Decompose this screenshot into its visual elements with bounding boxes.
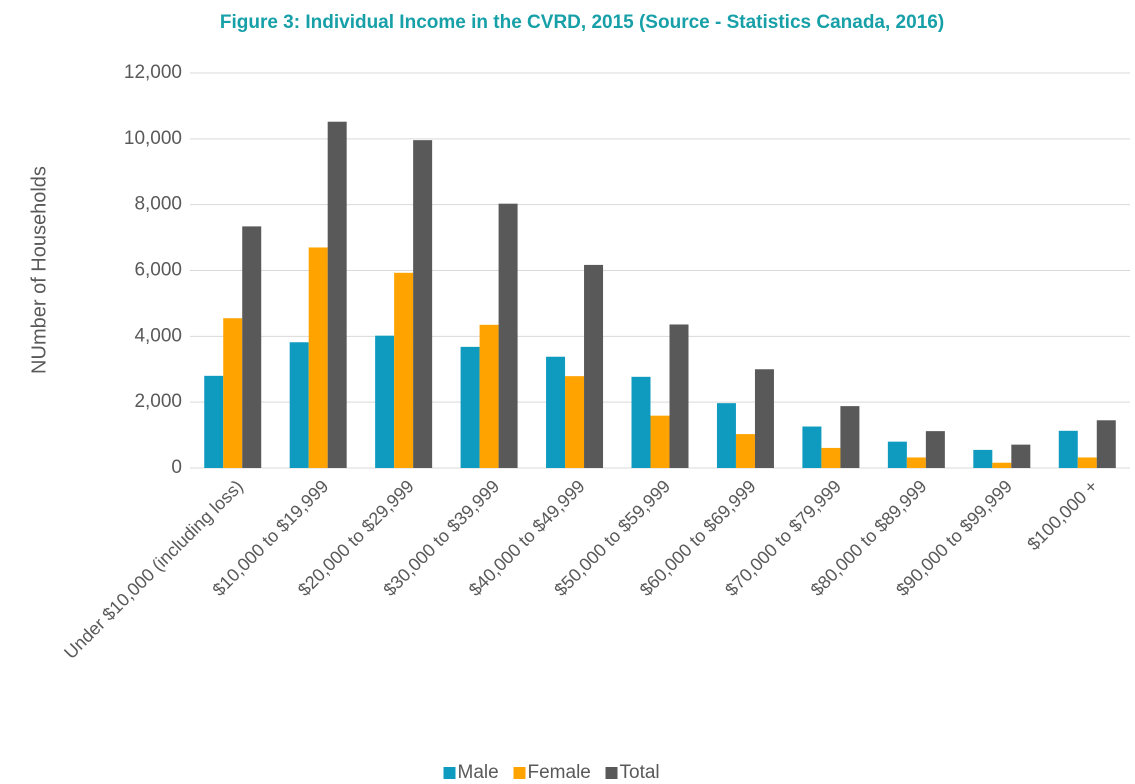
y-tick-label: 10,000 bbox=[124, 128, 182, 149]
legend-swatch bbox=[443, 767, 456, 779]
bar bbox=[223, 318, 243, 468]
bar bbox=[289, 342, 309, 468]
bar bbox=[840, 406, 860, 468]
bar bbox=[1058, 430, 1078, 468]
bar bbox=[754, 369, 774, 468]
bar bbox=[394, 272, 414, 468]
bar bbox=[992, 462, 1012, 468]
bar bbox=[821, 447, 841, 468]
bar bbox=[327, 121, 347, 468]
bar bbox=[925, 431, 945, 468]
chart-title: Figure 3: Individual Income in the CVRD,… bbox=[220, 12, 944, 33]
bar bbox=[1096, 420, 1116, 468]
y-tick-label: 12,000 bbox=[124, 62, 182, 83]
legend-swatch bbox=[605, 767, 618, 779]
y-tick-label: 6,000 bbox=[134, 260, 182, 281]
bar bbox=[242, 226, 262, 468]
bar bbox=[1011, 444, 1031, 468]
legend-label: Female bbox=[528, 762, 591, 783]
bar bbox=[375, 335, 395, 468]
bar bbox=[735, 434, 755, 468]
bar bbox=[565, 376, 585, 468]
legend-label: Male bbox=[458, 762, 499, 783]
y-tick-label: 2,000 bbox=[134, 391, 182, 412]
y-tick-label: 8,000 bbox=[134, 194, 182, 215]
bar bbox=[460, 346, 480, 468]
x-tick-label: Under $10,000 (including loss) bbox=[60, 476, 247, 663]
y-tick-label: 4,000 bbox=[134, 325, 182, 346]
bar bbox=[413, 140, 433, 468]
legend-swatch bbox=[513, 767, 526, 779]
bar bbox=[973, 449, 993, 468]
x-tick-label: $100,000 + bbox=[1023, 476, 1101, 554]
legend-label: Total bbox=[620, 762, 660, 783]
bar bbox=[204, 375, 224, 468]
bar bbox=[584, 264, 604, 468]
bar bbox=[669, 324, 689, 468]
bar bbox=[887, 441, 907, 468]
y-axis-label: NUmber of Households bbox=[28, 166, 50, 374]
bar bbox=[716, 403, 736, 468]
bar bbox=[1077, 457, 1097, 468]
bar bbox=[498, 203, 518, 468]
bar bbox=[631, 376, 651, 468]
bar bbox=[479, 324, 499, 468]
bar bbox=[308, 247, 328, 468]
bar bbox=[906, 457, 926, 468]
bar bbox=[546, 356, 566, 468]
bar bbox=[802, 426, 822, 468]
y-tick-label: 0 bbox=[171, 457, 182, 478]
bar bbox=[650, 415, 670, 468]
